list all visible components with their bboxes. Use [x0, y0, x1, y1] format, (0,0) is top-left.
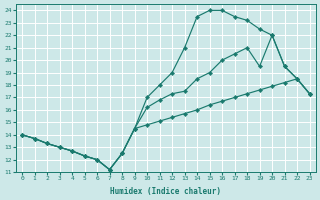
X-axis label: Humidex (Indice chaleur): Humidex (Indice chaleur) [110, 187, 221, 196]
